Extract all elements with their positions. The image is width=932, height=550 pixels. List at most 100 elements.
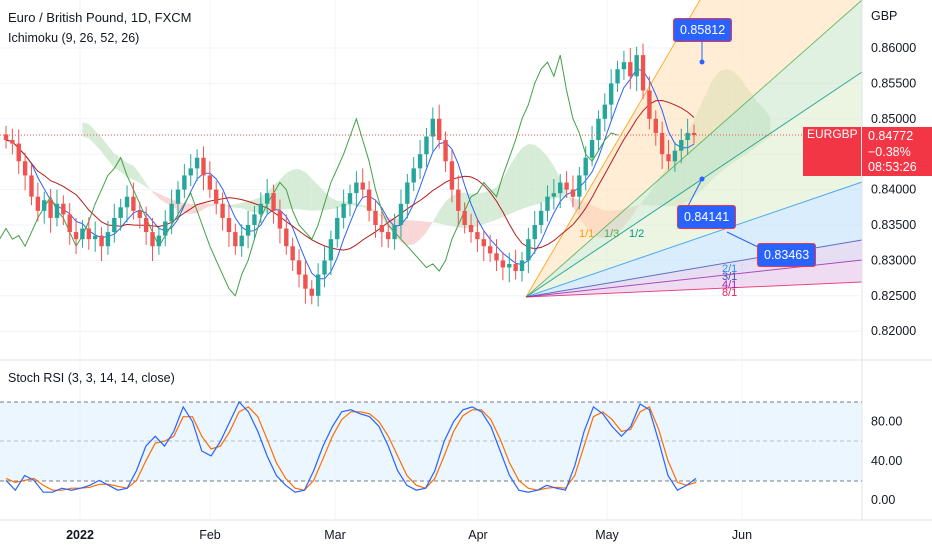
fan-label: 1/1 [579,228,594,240]
fan-ray [525,181,863,298]
cloud-segment [299,169,306,211]
cloud-segment [209,203,217,207]
candle-body [105,232,111,247]
candle-body [347,193,353,204]
candle-body [615,69,620,84]
candle-body [417,154,423,169]
candle-body [564,182,569,190]
candle-body [475,232,480,240]
candle-body [54,203,60,218]
candle-body [252,214,257,225]
candle-body [42,200,47,211]
stoch-tick-label: 40.00 [871,454,902,468]
stoch-axis-ticks: 80.00 40.00 0.00 [871,415,902,507]
candle-body [290,246,295,261]
time-axis-ticks: 2022 Feb Mar Apr May Jun [66,528,752,542]
cloud-segment [152,191,159,199]
cloud-segment [420,221,427,240]
candle-body [379,225,385,233]
candle-body [507,263,512,268]
candle-body [303,274,308,289]
cloud-segment [95,130,102,152]
candle-body [86,228,92,240]
current-price-value: 0.84772 [868,129,914,143]
callout-target-mid[interactable]: 0.84141 [677,205,737,229]
candle-body [640,55,646,91]
candle-body [443,140,448,162]
cloud-segment [439,201,446,225]
indicator-label: Ichimoku (9, 26, 52, 26) [8,31,140,45]
callout-dot-high [699,59,705,65]
stoch-tick-label: 0.00 [871,493,895,507]
fan-label: 1/3 [604,228,619,240]
candle-body [519,260,525,272]
price-tick-label: 0.82000 [871,324,916,338]
candle-body [61,203,66,215]
cloud-segment [432,210,440,224]
candle-body [29,175,34,197]
price-tick-label: 0.84000 [871,183,916,197]
cloud-segment [483,190,491,225]
candles [3,43,697,307]
stoch-d-line [5,406,697,491]
candle-body [277,210,283,229]
candle-body [22,161,28,176]
candle-body [411,168,416,183]
cloud-segment [197,203,204,214]
candle-body [16,143,21,162]
cloud-segment [426,221,433,233]
candle-body [545,196,550,211]
cloud-segment [547,156,554,201]
cloud-segment [522,143,529,209]
callout-target-low[interactable]: 0.83463 [757,243,817,267]
candle-body [494,253,499,261]
candle-body [239,235,244,247]
candle-body [659,132,665,155]
candle-body [315,274,321,296]
candle-body [328,239,334,261]
callout-target-high[interactable]: 0.85812 [673,18,733,42]
candle-body [201,157,206,176]
candle-body [264,193,270,204]
candle-body [468,225,474,233]
candle-body [188,168,193,176]
cloud-segment [490,186,497,223]
candle-body [577,175,582,197]
cloud-segment [88,124,96,145]
candle-body [360,182,365,190]
cloud-segment [133,165,140,183]
candle-body [551,193,557,197]
cloud-segment [165,196,172,206]
candle-body [175,189,181,204]
candle-body [137,210,142,218]
cloud-segment [515,147,522,212]
candle-body [124,196,130,208]
candle-body [481,239,486,247]
candle-body [207,175,213,190]
price-tick-label: 0.86000 [871,41,916,55]
candle-body [48,200,53,218]
candle-body [226,217,232,233]
cloud-segment [311,178,319,211]
fan-label: 1/2 [629,228,644,240]
current-price-countdown: 08:53:26 [868,160,917,174]
candle-body [456,189,461,211]
fan-ray [525,281,863,298]
candle-body [366,189,372,211]
cloud-segment [279,173,287,210]
candle-body [296,260,302,275]
fan-label: 8/1 [722,287,737,299]
cloud-segment [305,172,312,211]
candle-body [156,235,162,247]
stoch-label: Stoch RSI (3, 3, 14, 14, close) [8,371,175,385]
cloud-segment [509,156,516,215]
current-price-label[interactable]: EURGBP [803,127,861,176]
candle-body [271,193,276,211]
candle-body [405,182,410,204]
stoch-rsi-lines [5,400,697,493]
time-tick-label: Jun [732,528,752,542]
candle-body [143,217,149,233]
cloud-segment [318,185,325,211]
price-tick-label: 0.82500 [871,289,916,303]
